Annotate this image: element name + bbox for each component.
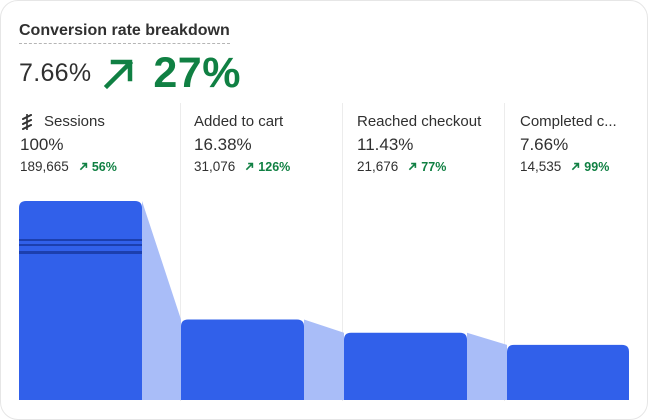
funnel-step-completed-checkout: Completed c... 7.66% 14,535 99%	[520, 113, 617, 174]
funnel-connector	[304, 319, 344, 400]
funnel-step-sessions: Sessions 100% 189,665 56%	[20, 113, 117, 174]
funnel-connector	[142, 201, 181, 400]
column-divider	[342, 103, 343, 401]
step-label: Completed c...	[520, 113, 617, 130]
step-percent: 11.43%	[357, 135, 414, 154]
arrow-up-right-icon	[246, 162, 254, 171]
step-header: Sessions	[20, 113, 117, 130]
axis-break-gap	[19, 246, 142, 250]
axis-break-mark	[19, 239, 142, 241]
sessions-icon	[22, 113, 32, 130]
step-label: Added to cart	[194, 113, 284, 130]
step-count: 21,676	[357, 159, 399, 174]
step-count: 189,665	[20, 159, 69, 174]
arrow-up-right-icon	[409, 162, 417, 171]
step-change-badge: 126%	[245, 160, 290, 174]
axis-break-mark	[19, 244, 142, 246]
step-change: 126%	[258, 159, 291, 174]
step-change-badge: 56%	[79, 160, 117, 174]
step-change: 56%	[91, 159, 117, 174]
step-header: Completed c...	[520, 113, 617, 130]
overall-conversion-rate: 7.66%	[19, 58, 92, 87]
funnel-bar[interactable]	[344, 332, 467, 400]
overall-conversion-row: 7.66% 27%	[19, 48, 241, 97]
card-title[interactable]: Conversion rate breakdown	[19, 22, 230, 44]
step-header: Reached checkout	[357, 113, 481, 130]
step-percent: 16.38%	[194, 135, 252, 154]
arrow-up-right-icon	[572, 162, 580, 171]
arrow-up-right-icon	[104, 59, 134, 90]
step-count: 14,535	[520, 159, 562, 174]
step-change-badge: 99%	[571, 160, 609, 174]
funnel-step-reached-checkout: Reached checkout 11.43% 21,676 77%	[357, 113, 481, 174]
step-details: 31,076 126%	[194, 159, 290, 174]
step-count: 31,076	[194, 159, 236, 174]
step-details: 14,535 99%	[520, 159, 617, 174]
funnel-bar[interactable]	[19, 201, 142, 400]
step-details: 21,676 77%	[357, 159, 481, 174]
step-change: 99%	[584, 159, 610, 174]
column-divider	[180, 103, 181, 401]
step-change: 77%	[421, 159, 447, 174]
funnel-bar[interactable]	[507, 344, 629, 400]
funnel-bar[interactable]	[181, 319, 304, 400]
arrow-up-right-icon	[79, 162, 88, 171]
step-label: Reached checkout	[357, 113, 482, 130]
column-divider	[504, 103, 505, 401]
step-percent: 100%	[20, 135, 64, 154]
axis-break-mark	[19, 251, 142, 254]
step-header: Added to cart	[194, 113, 290, 130]
funnel-step-added-to-cart: Added to cart 16.38% 31,076 126%	[194, 113, 290, 174]
overall-conversion-change: 27%	[153, 48, 241, 97]
funnel-connector	[467, 332, 507, 400]
step-percent: 7.66%	[520, 135, 569, 154]
step-details: 189,665 56%	[20, 159, 117, 174]
step-label: Sessions	[44, 113, 105, 130]
step-change-badge: 77%	[408, 160, 446, 174]
